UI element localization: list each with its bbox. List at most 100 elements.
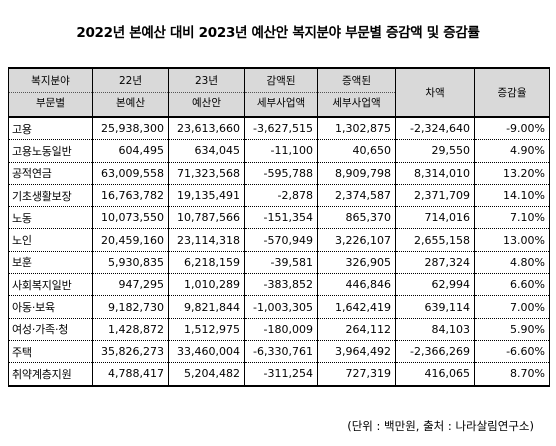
- difference-cell: 2,655,158: [395, 228, 475, 252]
- difference-cell: -2,324,640: [395, 116, 475, 141]
- budget-table: 복지분야 부문별 22년 본예산 23년 예산안 감액된 세부사업액 증액된 세…: [8, 67, 550, 387]
- category-cell: 취약계층지원: [8, 362, 93, 387]
- change-rate-cell: 7.00%: [474, 295, 550, 319]
- header-line1: 감액된: [245, 71, 317, 93]
- difference-cell: 416,065: [395, 362, 475, 387]
- table-row: 노동 10,073,550 10,787,566 -151,354 865,370 714…: [8, 206, 550, 230]
- header-line1: 증액된: [318, 71, 395, 93]
- increased-cell: 264,112: [317, 317, 396, 341]
- change-rate-cell: 4.80%: [474, 250, 550, 275]
- decreased-cell: -383,852: [244, 273, 318, 297]
- difference-cell: -2,366,269: [395, 339, 475, 364]
- table-row: 취약계층지원 4,788,417 5,204,482 -311,254 727,319 4…: [8, 362, 550, 387]
- budget-2023-cell: 6,218,159: [168, 250, 245, 275]
- header-line2: 본예산: [116, 97, 145, 109]
- table-row: 여성·가족·청 1,428,872 1,512,975 -180,009 264,112…: [8, 317, 550, 341]
- budget-2022-cell: 9,182,730: [92, 295, 169, 319]
- budget-2023-cell: 23,613,660: [168, 116, 245, 141]
- budget-2022-cell: 25,938,300: [92, 116, 169, 141]
- table-row: 주택 35,826,273 33,460,004 -6,330,761 3,964,49…: [8, 339, 550, 364]
- difference-cell: 287,324: [395, 250, 475, 275]
- category-cell: 공적연금: [8, 161, 93, 185]
- header-difference: 차액: [395, 67, 475, 118]
- budget-2023-cell: 634,045: [168, 139, 245, 163]
- category-cell: 보훈: [8, 250, 93, 275]
- increased-cell: 3,964,492: [317, 339, 396, 364]
- table-row: 고용 25,938,300 23,613,660 -3,627,515 1,302,87…: [8, 116, 550, 141]
- decreased-cell: -2,878: [244, 183, 318, 208]
- change-rate-cell: -9.00%: [474, 116, 550, 141]
- decreased-cell: -311,254: [244, 362, 318, 387]
- decreased-cell: -151,354: [244, 206, 318, 230]
- difference-cell: 84,103: [395, 317, 475, 341]
- budget-2023-cell: 19,135,491: [168, 183, 245, 208]
- budget-2022-cell: 10,073,550: [92, 206, 169, 230]
- header-budget-2023: 23년 예산안: [168, 67, 245, 118]
- budget-2023-cell: 33,460,004: [168, 339, 245, 364]
- header-budget-2022: 22년 본예산: [92, 67, 169, 118]
- difference-cell: 29,550: [395, 139, 475, 163]
- table-row: 보훈 5,930,835 6,218,159 -39,581 326,905 287,32…: [8, 250, 550, 275]
- table-row: 사회복지일반 947,295 1,010,289 -383,852 446,846 62,…: [8, 273, 550, 297]
- budget-2022-cell: 20,459,160: [92, 228, 169, 252]
- header-line1: 22년: [93, 71, 168, 93]
- difference-cell: 62,994: [395, 273, 475, 297]
- decreased-cell: -3,627,515: [244, 116, 318, 141]
- budget-2023-cell: 1,512,975: [168, 317, 245, 341]
- budget-2022-cell: 5,930,835: [92, 250, 169, 275]
- header-line2: 세부사업액: [332, 97, 381, 109]
- difference-cell: 714,016: [395, 206, 475, 230]
- category-cell: 사회복지일반: [8, 273, 93, 297]
- header-decreased-projects: 감액된 세부사업액: [244, 67, 318, 118]
- header-category: 복지분야 부문별: [8, 67, 93, 118]
- budget-2022-cell: 604,495: [92, 139, 169, 163]
- budget-2023-cell: 10,787,566: [168, 206, 245, 230]
- category-cell: 주택: [8, 339, 93, 364]
- header-line1: 23년: [169, 71, 244, 93]
- increased-cell: 326,905: [317, 250, 396, 275]
- budget-2022-cell: 947,295: [92, 273, 169, 297]
- difference-cell: 639,114: [395, 295, 475, 319]
- increased-cell: 40,650: [317, 139, 396, 163]
- change-rate-cell: 14.10%: [474, 183, 550, 208]
- source-note: (단위 : 백만원, 출처 : 나라살림연구소): [347, 419, 534, 433]
- increased-cell: 727,319: [317, 362, 396, 387]
- budget-2023-cell: 9,821,844: [168, 295, 245, 319]
- decreased-cell: -39,581: [244, 250, 318, 275]
- decreased-cell: -6,330,761: [244, 339, 318, 364]
- budget-2022-cell: 4,788,417: [92, 362, 169, 387]
- table-row: 기초생활보장 16,763,782 19,135,491 -2,878 2,374,58…: [8, 183, 550, 208]
- change-rate-cell: 13.20%: [474, 161, 550, 185]
- budget-2022-cell: 16,763,782: [92, 183, 169, 208]
- table-row: 공적연금 63,009,558 71,323,568 -595,788 8,909,79…: [8, 161, 550, 185]
- change-rate-cell: 8.70%: [474, 362, 550, 387]
- increased-cell: 865,370: [317, 206, 396, 230]
- table-row: 노인 20,459,160 23,114,318 -570,949 3,226,107 2…: [8, 228, 550, 252]
- budget-2022-cell: 63,009,558: [92, 161, 169, 185]
- table-row: 고용노동일반 604,495 634,045 -11,100 40,650 29,550 4…: [8, 139, 550, 163]
- increased-cell: 1,302,875: [317, 116, 396, 141]
- category-cell: 고용: [8, 116, 93, 141]
- budget-2023-cell: 71,323,568: [168, 161, 245, 185]
- category-cell: 고용노동일반: [8, 139, 93, 163]
- change-rate-cell: 4.90%: [474, 139, 550, 163]
- table-row: 아동·보육 9,182,730 9,821,844 -1,003,305 1,642,4…: [8, 295, 550, 319]
- header-line1: 복지분야: [9, 71, 92, 93]
- decreased-cell: -595,788: [244, 161, 318, 185]
- budget-2023-cell: 5,204,482: [168, 362, 245, 387]
- decreased-cell: -570,949: [244, 228, 318, 252]
- budget-2023-cell: 23,114,318: [168, 228, 245, 252]
- difference-cell: 8,314,010: [395, 161, 475, 185]
- header-line2: 부문별: [36, 97, 65, 109]
- change-rate-cell: 7.10%: [474, 206, 550, 230]
- header-line2: 세부사업액: [256, 97, 306, 109]
- decreased-cell: -11,100: [244, 139, 318, 163]
- category-cell: 노인: [8, 228, 93, 252]
- decreased-cell: -180,009: [244, 317, 318, 341]
- increased-cell: 8,909,798: [317, 161, 396, 185]
- category-cell: 노동: [8, 206, 93, 230]
- increased-cell: 3,226,107: [317, 228, 396, 252]
- budget-2022-cell: 1,428,872: [92, 317, 169, 341]
- increased-cell: 446,846: [317, 273, 396, 297]
- decreased-cell: -1,003,305: [244, 295, 318, 319]
